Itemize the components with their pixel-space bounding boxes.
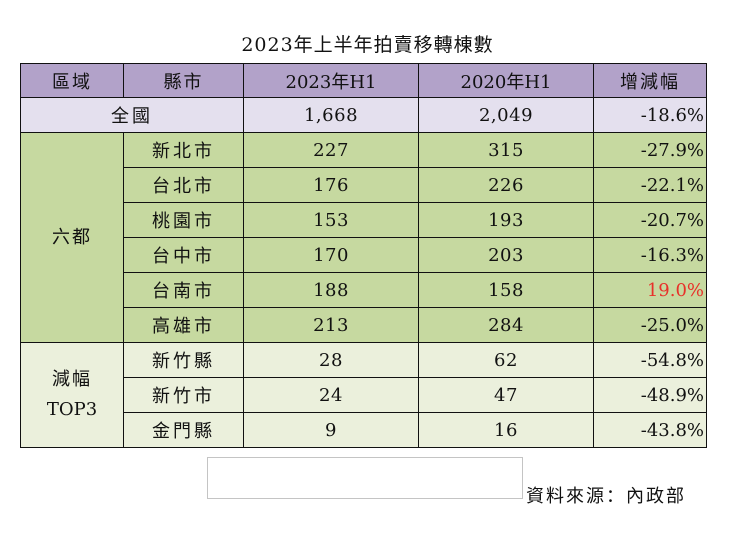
value-2020: 193 xyxy=(418,202,594,238)
table-row: 金門縣 9 16 -43.8% xyxy=(21,412,707,448)
table-title: 2023年上半年拍賣移轉棟數 xyxy=(241,34,494,56)
value-change: -48.9% xyxy=(593,377,707,413)
value-change: -43.8% xyxy=(593,412,707,448)
value-2023: 24 xyxy=(243,377,419,413)
value-change-positive: 19.0% xyxy=(593,272,707,308)
city-name: 新竹市 xyxy=(123,377,244,413)
national-change: -18.6% xyxy=(593,97,707,133)
value-2023: 9 xyxy=(243,412,419,448)
value-2020: 203 xyxy=(418,237,594,273)
value-2023: 188 xyxy=(243,272,419,308)
city-name: 台北市 xyxy=(123,167,244,203)
group-label-six-cities: 六都 xyxy=(20,132,124,343)
value-change: -27.9% xyxy=(593,132,707,168)
city-name: 台南市 xyxy=(123,272,244,308)
value-2020: 226 xyxy=(418,167,594,203)
table-row: 台北市 176 226 -22.1% xyxy=(21,167,707,203)
value-2020: 315 xyxy=(418,132,594,168)
value-change: -16.3% xyxy=(593,237,707,273)
value-2023: 176 xyxy=(243,167,419,203)
value-2023: 170 xyxy=(243,237,419,273)
value-change: -54.8% xyxy=(593,342,707,378)
auction-transfer-table: 區域 縣市 2023年H1 2020年H1 增減幅 全國 1,668 2,049… xyxy=(20,63,707,448)
national-label: 全國 xyxy=(20,97,244,133)
header-change: 增減幅 xyxy=(593,63,707,98)
group-label-top3: 減幅 TOP3 xyxy=(20,342,124,448)
value-2020: 62 xyxy=(418,342,594,378)
value-2023: 28 xyxy=(243,342,419,378)
value-change: -20.7% xyxy=(593,202,707,238)
table-row: 新竹市 24 47 -48.9% xyxy=(21,377,707,413)
city-name: 桃園市 xyxy=(123,202,244,238)
city-name: 金門縣 xyxy=(123,412,244,448)
table-row: 桃園市 153 193 -20.7% xyxy=(21,202,707,238)
header-2023h1: 2023年H1 xyxy=(243,63,419,98)
group-label-line2: TOP3 xyxy=(46,399,98,420)
national-2023: 1,668 xyxy=(243,97,419,133)
table-row: 台中市 170 203 -16.3% xyxy=(21,237,707,273)
empty-text-box xyxy=(207,457,523,499)
header-city: 縣市 xyxy=(123,63,244,98)
header-region: 區域 xyxy=(20,63,124,98)
value-2020: 47 xyxy=(418,377,594,413)
value-2020: 16 xyxy=(418,412,594,448)
value-2020: 284 xyxy=(418,307,594,343)
city-name: 台中市 xyxy=(123,237,244,273)
table-row: 六都 新北市 227 315 -27.9% xyxy=(20,132,707,343)
city-name: 新竹縣 xyxy=(123,342,244,378)
value-2023: 153 xyxy=(243,202,419,238)
value-change: -22.1% xyxy=(593,167,707,203)
city-name: 高雄市 xyxy=(123,307,244,343)
table-row: 高雄市 213 284 -25.0% xyxy=(21,307,707,343)
city-name: 新北市 xyxy=(123,132,244,168)
header-row: 區域 縣市 2023年H1 2020年H1 增減幅 xyxy=(20,63,707,98)
source-note: 資料來源：內政部 xyxy=(526,486,686,507)
value-2023: 213 xyxy=(243,307,419,343)
table-row: 減幅 TOP3 新竹縣 28 62 -54.8% xyxy=(20,342,707,448)
header-2020h1: 2020年H1 xyxy=(418,63,594,98)
value-2020: 158 xyxy=(418,272,594,308)
table-row: 台南市 188 158 19.0% xyxy=(21,272,707,308)
national-2020: 2,049 xyxy=(418,97,594,133)
value-2023: 227 xyxy=(243,132,419,168)
national-row: 全國 1,668 2,049 -18.6% xyxy=(20,97,707,133)
value-change: -25.0% xyxy=(593,307,707,343)
group-label-line1: 減幅 xyxy=(52,369,92,390)
